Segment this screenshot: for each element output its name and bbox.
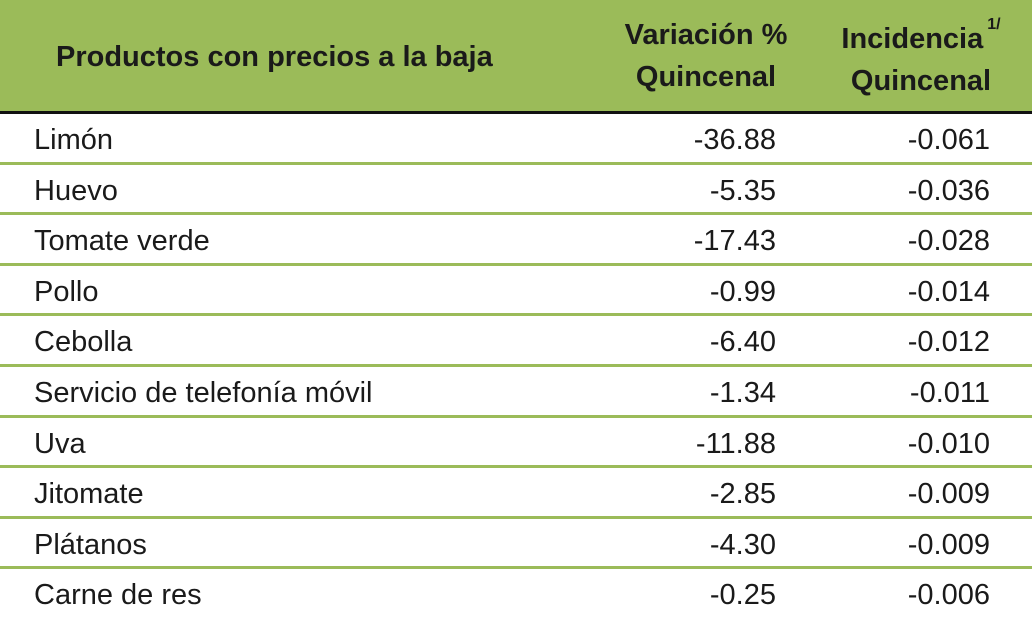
table-row: Cebolla -6.40 -0.012 xyxy=(0,316,1032,367)
cell-incidence: -0.009 xyxy=(907,478,990,511)
cell-product: Servicio de telefonía móvil xyxy=(34,376,373,409)
cell-product: Tomate verde xyxy=(34,225,210,258)
table-row: Carne de res -0.25 -0.006 xyxy=(0,569,1032,620)
header-product: Productos con precios a la baja xyxy=(56,41,493,73)
cell-incidence: -0.061 xyxy=(907,124,990,156)
header-incidence-footnote: 1/ xyxy=(987,16,1001,34)
cell-product: Cebolla xyxy=(34,326,133,359)
cell-product: Jitomate xyxy=(34,478,144,511)
cell-variation: -0.25 xyxy=(709,579,776,612)
cell-product: Uva xyxy=(34,427,86,460)
header-variation: Variación % Quincenal xyxy=(600,14,812,98)
cell-variation: -11.88 xyxy=(695,427,776,460)
table-body: Limón -36.88 -0.061 Huevo -5.35 -0.036 T… xyxy=(0,114,1032,620)
header-incidence-line2: Quincenal xyxy=(850,65,992,97)
table-row: Limón -36.88 -0.061 xyxy=(0,114,1032,165)
table-header: Productos con precios a la baja Variació… xyxy=(0,0,1032,114)
table-row: Uva -11.88 -0.010 xyxy=(0,418,1032,469)
cell-variation: -5.35 xyxy=(709,174,776,207)
table-row: Servicio de telefonía móvil -1.34 -0.011 xyxy=(0,367,1032,418)
table-row: Huevo -5.35 -0.036 xyxy=(0,165,1032,216)
cell-variation: -0.99 xyxy=(709,275,776,308)
header-incidence: Incidencia 1/ Quincenal xyxy=(828,16,1014,102)
cell-incidence: -0.014 xyxy=(907,275,990,308)
cell-variation: -2.85 xyxy=(709,478,776,511)
cell-product: Plátanos xyxy=(34,528,147,561)
cell-incidence: -0.036 xyxy=(907,174,990,207)
cell-product: Huevo xyxy=(34,174,118,207)
cell-product: Carne de res xyxy=(34,579,202,612)
cell-incidence: -0.011 xyxy=(909,376,990,409)
header-incidence-line1: Incidencia xyxy=(841,23,984,55)
cell-variation: -36.88 xyxy=(693,124,776,156)
cell-incidence: -0.009 xyxy=(907,528,990,561)
header-variation-line1: Variación % xyxy=(624,19,788,51)
cell-variation: -1.34 xyxy=(709,376,776,409)
table-row: Pollo -0.99 -0.014 xyxy=(0,266,1032,317)
table-row: Plátanos -4.30 -0.009 xyxy=(0,519,1032,570)
table-row: Jitomate -2.85 -0.009 xyxy=(0,468,1032,519)
header-variation-line2: Quincenal xyxy=(635,61,777,93)
cell-incidence: -0.012 xyxy=(907,326,990,359)
cell-product: Pollo xyxy=(34,275,99,308)
cell-incidence: -0.006 xyxy=(907,579,990,612)
cell-product: Limón xyxy=(34,124,113,156)
cell-variation: -17.43 xyxy=(693,225,776,258)
cell-incidence: -0.010 xyxy=(907,427,990,460)
table-row: Tomate verde -17.43 -0.028 xyxy=(0,215,1032,266)
header-incidence-line1-wrap: Incidencia 1/ xyxy=(828,16,1014,60)
cell-variation: -4.30 xyxy=(709,528,776,561)
cell-incidence: -0.028 xyxy=(907,225,990,258)
cell-variation: -6.40 xyxy=(709,326,776,359)
